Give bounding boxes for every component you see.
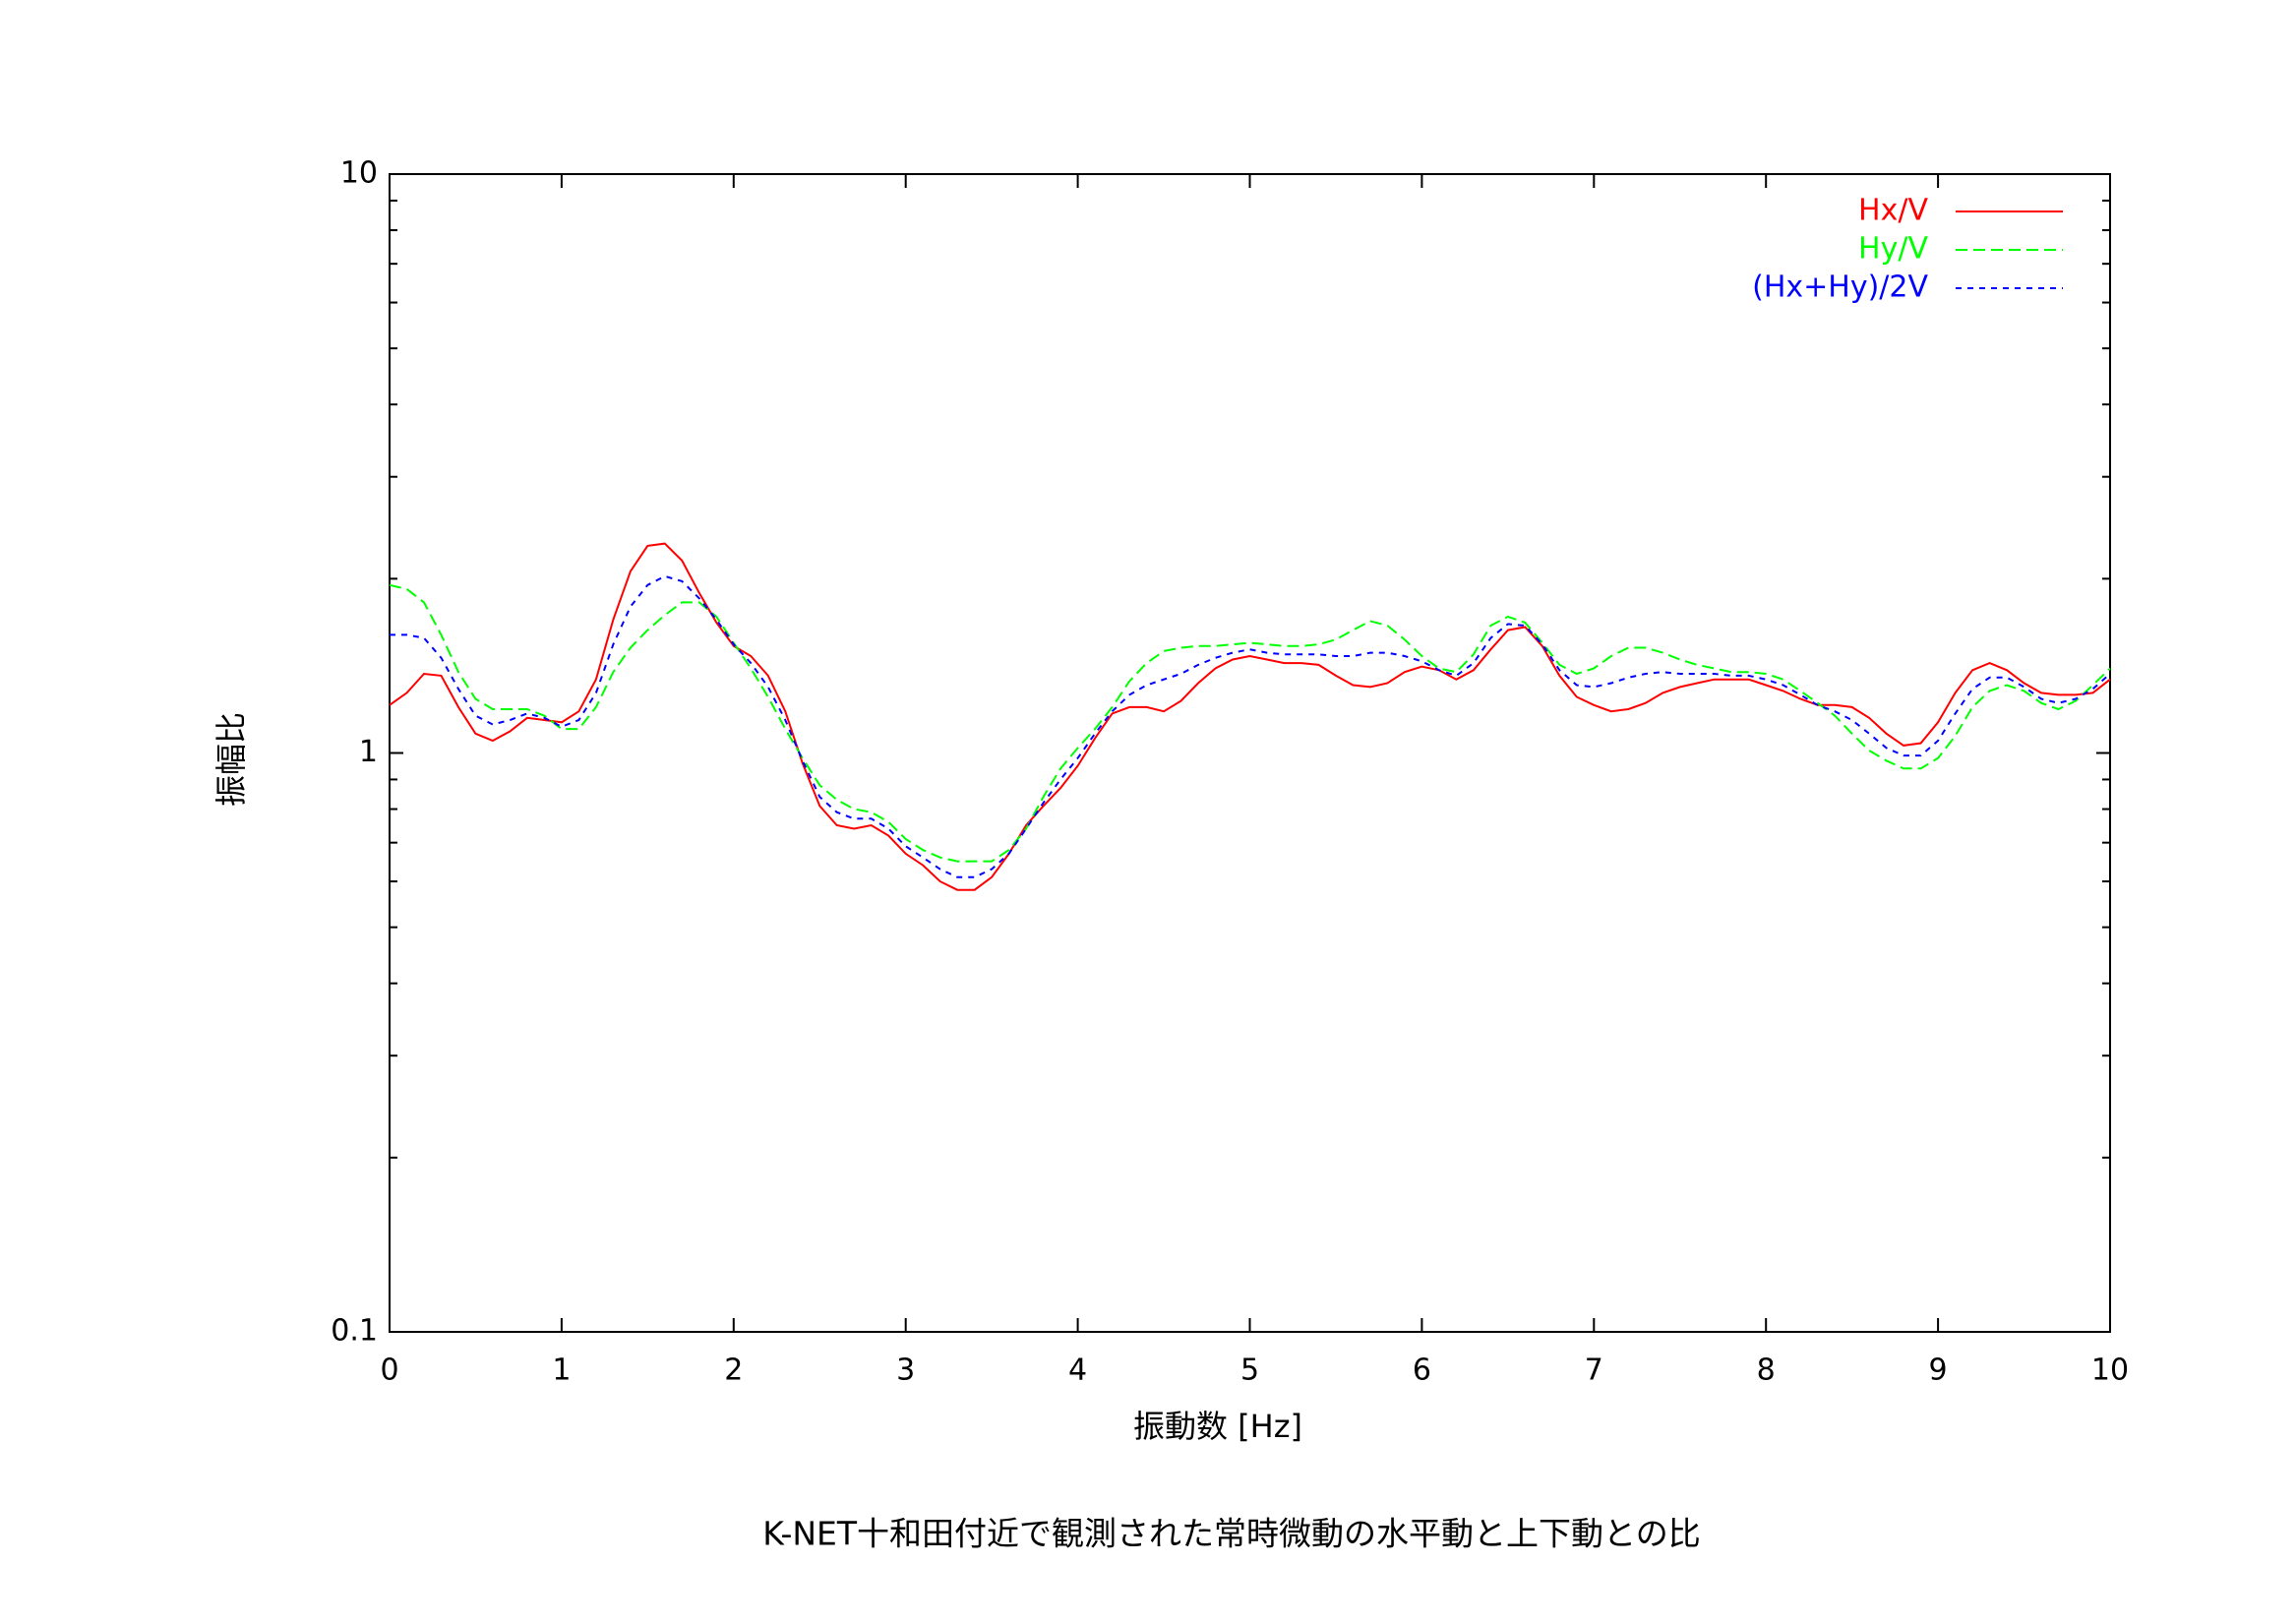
legend-label: Hy/V [1858,232,1928,267]
legend-label: Hx/V [1858,194,1928,228]
series-line [390,574,2111,878]
x-axis-label: 振動数 [Hz] [1133,1408,1302,1445]
x-tick-label: 1 [552,1353,571,1388]
x-tick-label: 6 [1413,1353,1431,1388]
chart-title: K-NET十和田付近で観測された常時微動の水平動と上下動との比 [762,1515,1700,1553]
x-tick-label: 8 [1757,1353,1776,1388]
x-tick-label: 10 [2091,1353,2129,1388]
x-tick-label: 5 [1240,1353,1259,1388]
x-tick-label: 2 [724,1353,743,1388]
y-tick-label: 1 [359,735,378,769]
x-tick-label: 7 [1585,1353,1603,1388]
y-tick-label: 0.1 [331,1314,378,1349]
plot-frame [389,173,2111,1333]
x-tick-label: 3 [896,1353,915,1388]
legend-label: (Hx+Hy)/2V [1752,271,1928,305]
x-tick-label: 0 [380,1353,398,1388]
y-tick-label: 10 [340,156,378,191]
x-tick-label: 4 [1068,1353,1087,1388]
series-line [389,542,2111,891]
y-axis-label: 振幅比 [212,712,250,807]
x-tick-label: 9 [1929,1353,1948,1388]
series-line [389,583,2111,863]
